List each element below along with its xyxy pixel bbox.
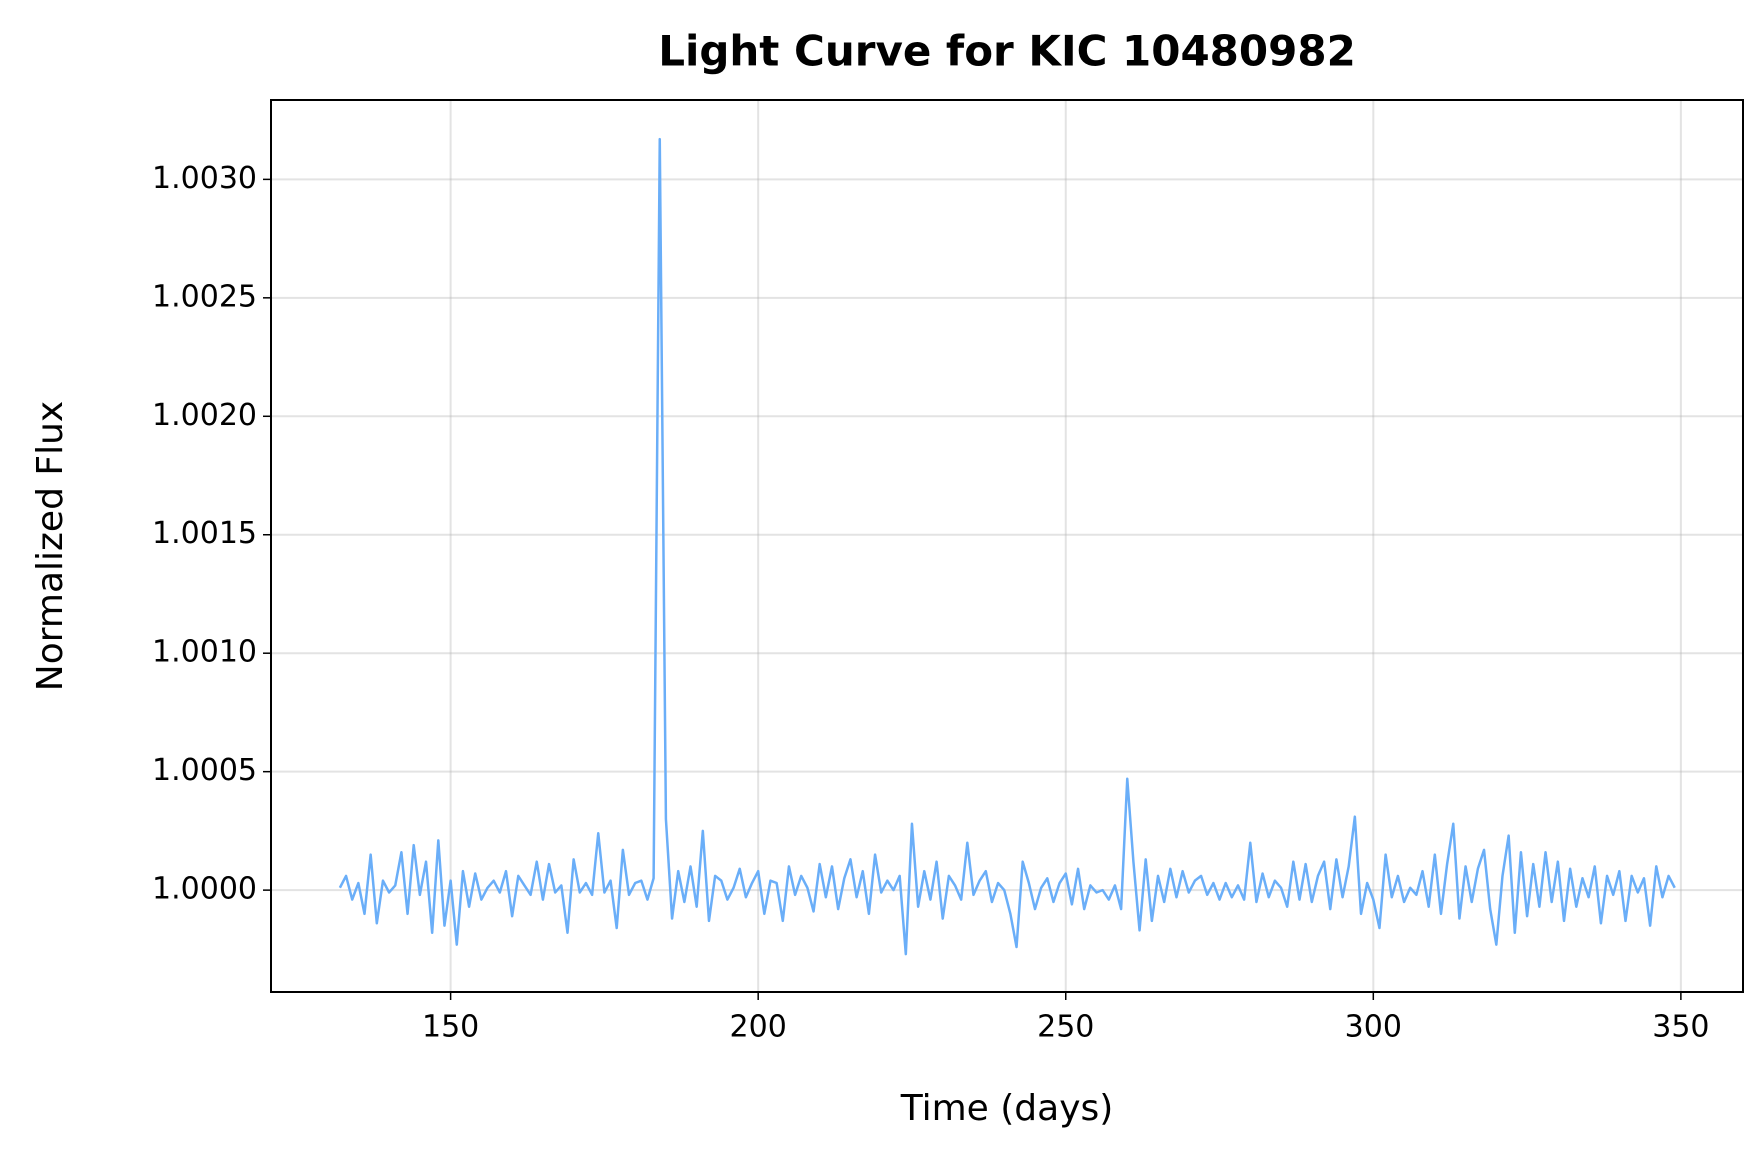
y-tick-label: 1.0020: [152, 398, 257, 433]
x-tick-label: 350: [1652, 1010, 1709, 1045]
plot-frame: [270, 99, 1744, 993]
chart-title: Light Curve for KIC 10480982: [658, 27, 1356, 76]
x-tick-label: 250: [1037, 1010, 1094, 1045]
flux-line: [338, 137, 1676, 956]
y-tick-label: 1.0030: [152, 161, 257, 196]
y-axis-label: Normalized Flux: [30, 401, 71, 691]
x-tick-label: 150: [422, 1010, 479, 1045]
y-tick-label: 1.0010: [152, 635, 257, 670]
x-tick-label: 200: [730, 1010, 787, 1045]
y-tick-label: 1.0000: [152, 872, 257, 907]
x-tick-label: 300: [1345, 1010, 1402, 1045]
y-tick-label: 1.0015: [152, 516, 257, 551]
x-axis-label: Time (days): [900, 1088, 1114, 1129]
y-tick-label: 1.0025: [152, 279, 257, 314]
y-tick-label: 1.0005: [152, 753, 257, 788]
